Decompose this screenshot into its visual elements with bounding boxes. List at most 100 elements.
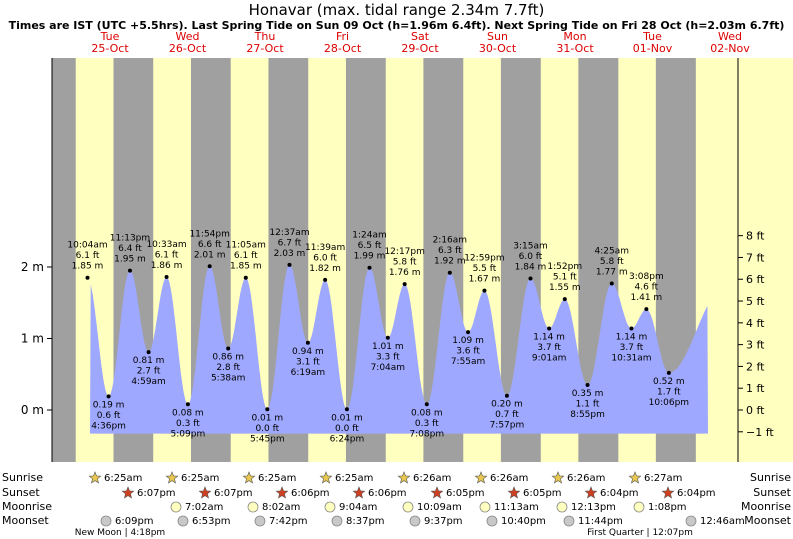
sunrise-time: 6:25am <box>258 473 296 484</box>
row-label-right: Sunset <box>753 486 791 499</box>
day-name: Wed <box>176 30 200 43</box>
moonset-time: 8:37pm <box>346 516 385 527</box>
tide-m-label: 1.85 m <box>230 262 262 272</box>
tide-ft-label: 6.1 ft <box>155 251 179 261</box>
tide-ft-label: 6.7 ft <box>278 238 302 248</box>
tide-ft-label: 0.0 ft <box>255 424 279 434</box>
tide-area <box>90 264 708 434</box>
tide-m-label: 0.08 m <box>411 408 443 418</box>
tide-time-label: 5:38am <box>211 374 246 384</box>
sunrise-icon <box>319 471 333 484</box>
first-quarter-label: First Quarter | 12:07pm <box>587 528 693 538</box>
row-label-right: Moonrise <box>741 500 791 513</box>
tide-m-label: 1.86 m <box>151 261 183 271</box>
sunrise-time: 6:26am <box>490 473 528 484</box>
tide-m-label: 1.99 m <box>354 252 386 262</box>
sunset-time: 6:05pm <box>446 488 485 499</box>
tide-point <box>164 275 169 280</box>
tide-time-label: 7:04am <box>371 363 406 373</box>
day-date: 27-Oct <box>246 42 284 55</box>
left-tick-label: 2 m <box>21 260 44 274</box>
sunset-icon <box>507 486 521 499</box>
tide-m-label: 1.76 m <box>389 268 421 278</box>
tide-m-label: 1.09 m <box>452 336 484 346</box>
tide-point <box>562 297 567 302</box>
moonrise-icon <box>170 501 182 513</box>
tide-time-label: 6:19am <box>291 368 326 378</box>
tide-m-label: 1.41 m <box>631 293 663 303</box>
tide-m-label: 0.86 m <box>212 353 244 363</box>
tide-time-label: 4:59am <box>131 377 166 387</box>
sunrise-time: 6:25am <box>335 473 373 484</box>
right-tick-label: 2 ft <box>746 360 765 373</box>
sunrise-time: 6:25am <box>181 473 219 484</box>
tide-point <box>323 277 328 282</box>
tide-ft-label: 6.1 ft <box>76 251 100 261</box>
tide-m-label: 2.03 m <box>274 249 306 259</box>
sunset-icon <box>352 486 366 499</box>
tide-m-label: 1.55 m <box>549 283 581 293</box>
chart-subtitle: Times are IST (UTC +5.5hrs). Last Spring… <box>8 19 785 32</box>
moonset-icon <box>177 515 189 527</box>
moonset-time: 10:40pm <box>501 516 546 527</box>
tide-point <box>504 393 509 398</box>
tide-point <box>287 262 292 267</box>
day-date: 29-Oct <box>401 42 439 55</box>
right-tick-label: 4 ft <box>746 317 765 330</box>
row-label-left: Sunrise <box>2 471 43 484</box>
row-label-left: Moonrise <box>2 500 52 513</box>
tide-ft-label: 5.8 ft <box>393 258 417 268</box>
moonrise-time: 11:13am <box>494 502 539 513</box>
day-date: 30-Oct <box>479 42 517 55</box>
sunset-time: 6:07pm <box>214 488 253 499</box>
sunset-icon <box>121 486 135 499</box>
tide-ft-label: 6.1 ft <box>234 251 258 261</box>
day-date: 26-Oct <box>169 42 207 55</box>
tide-ft-label: 1.1 ft <box>576 399 600 409</box>
moonset-time: 11:44pm <box>578 516 623 527</box>
tide-ft-label: 3.7 ft <box>537 343 561 353</box>
sunrise-time: 6:25am <box>104 473 142 484</box>
sunset-icon <box>198 486 212 499</box>
tide-ft-label: 3.7 ft <box>620 343 644 353</box>
tide-m-label: 1.84 m <box>515 262 547 272</box>
row-label-right: Sunrise <box>750 471 791 484</box>
tide-time-label: 5:09pm <box>171 429 206 439</box>
tide-point <box>185 402 190 407</box>
tide-m-label: 1.14 m <box>533 332 565 342</box>
tide-point <box>482 288 487 293</box>
tide-time-label: 6:24pm <box>330 434 365 444</box>
tide-m-label: 1.82 m <box>309 264 341 274</box>
sunset-time: 6:06pm <box>368 488 407 499</box>
sunset-time: 6:05pm <box>523 488 562 499</box>
sunset-time: 6:04pm <box>677 488 716 499</box>
tide-m-label: 0.01 m <box>251 413 283 423</box>
tide-m-label: 1.95 m <box>114 255 146 265</box>
moonrise-icon <box>556 501 568 513</box>
tide-m-label: 0.81 m <box>133 356 165 366</box>
tide-ft-label: 5.5 ft <box>473 264 497 274</box>
tide-ft-label: 2.7 ft <box>137 367 161 377</box>
tide-ft-label: 3.1 ft <box>296 357 320 367</box>
tide-ft-label: 6.0 ft <box>519 252 543 262</box>
sunrise-icon <box>551 471 565 484</box>
tide-ft-label: 6.0 ft <box>313 253 337 263</box>
tide-time-label: 12:17pm <box>384 247 424 257</box>
tide-m-label: 1.85 m <box>72 262 104 272</box>
tide-point <box>305 340 310 345</box>
tide-time-label: 4:36pm <box>91 421 126 431</box>
moonrise-time: 7:02am <box>185 502 223 513</box>
tide-time-label: 7:08pm <box>409 429 444 439</box>
sunrise-time: 6:27am <box>644 473 682 484</box>
tide-point <box>146 350 151 355</box>
sunset-icon <box>661 486 675 499</box>
tide-time-label: 12:37am <box>269 228 309 238</box>
moonrise-icon <box>402 501 414 513</box>
tide-time-label: 11:13pm <box>110 234 150 244</box>
tide-m-label: 1.67 m <box>469 275 501 285</box>
tide-point <box>344 407 349 412</box>
tide-point <box>226 346 231 351</box>
sunrise-icon <box>397 471 411 484</box>
day-date: 31-Oct <box>556 42 594 55</box>
tide-point <box>106 394 111 399</box>
